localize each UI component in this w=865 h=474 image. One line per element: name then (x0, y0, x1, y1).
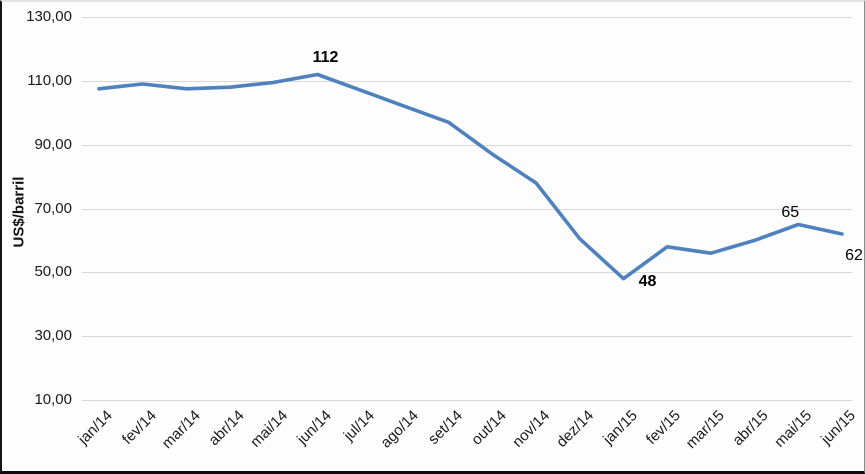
data-label: 65 (781, 203, 800, 221)
y-axis-tick-label: 70,00 (34, 199, 72, 217)
y-axis-tick-label: 130,00 (26, 8, 72, 25)
gridline (82, 144, 852, 146)
data-label: 112 (312, 48, 339, 66)
gridline (82, 400, 852, 401)
y-axis-tick-label: 110,00 (27, 71, 72, 89)
y-axis-tick-label: 10,00 (34, 391, 72, 408)
gridline (82, 272, 852, 274)
data-label: 48 (638, 272, 657, 290)
y-axis-tick-label: 90,00 (34, 135, 72, 153)
gridline (82, 17, 852, 18)
y-axis-tick-label: 30,00 (34, 327, 72, 345)
data-label: 62 (845, 247, 863, 264)
gridline (82, 80, 852, 82)
oil-price-line-series (97, 72, 844, 281)
gridline (82, 208, 852, 210)
y-axis-tick-label: 50,00 (34, 263, 72, 281)
gridline (82, 336, 852, 338)
